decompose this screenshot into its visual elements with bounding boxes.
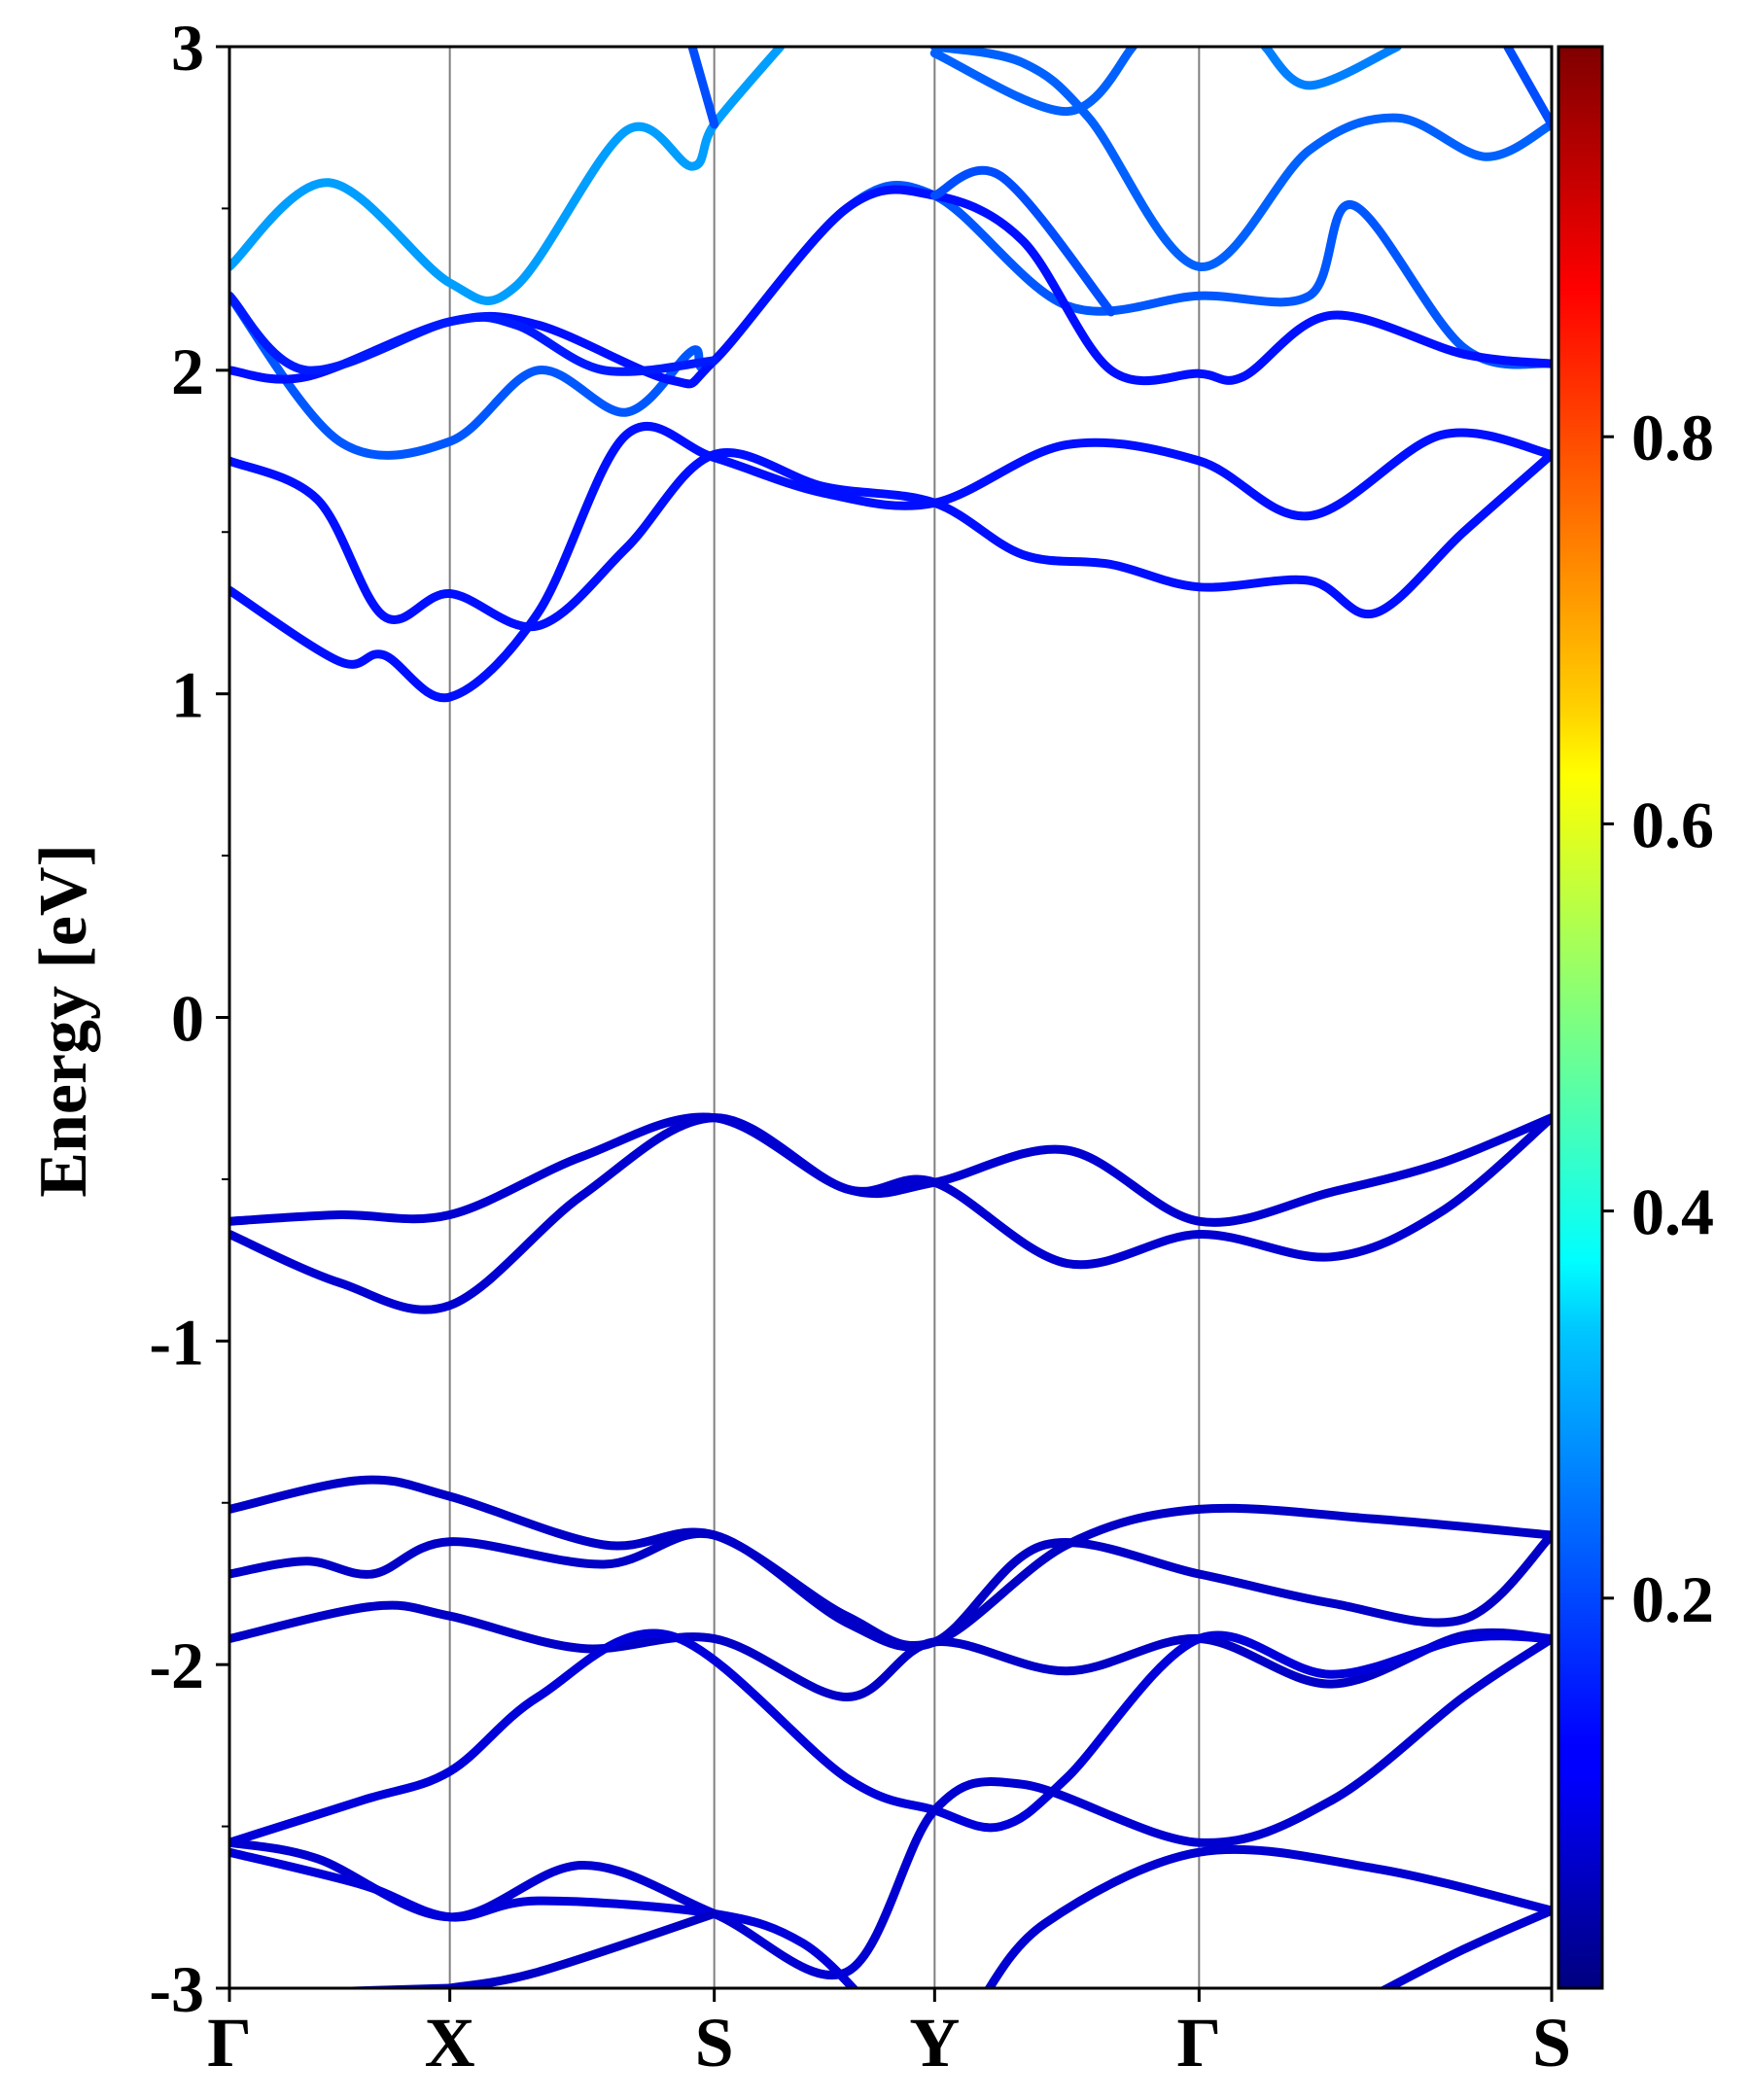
x-tick-label: Γ bbox=[207, 2004, 252, 2082]
colorbar-tick-label: 0.8 bbox=[1631, 401, 1714, 474]
band-line bbox=[229, 1475, 1552, 1651]
colorbar bbox=[1557, 45, 1604, 1990]
band-line bbox=[229, 1112, 1552, 1227]
y-tick-label: -3 bbox=[149, 1952, 204, 2026]
y-tick-label: -2 bbox=[149, 1628, 204, 1702]
band-line bbox=[229, 1847, 859, 1988]
band-line bbox=[229, 1628, 1552, 1847]
band-lines bbox=[229, 47, 1552, 1988]
band-line bbox=[1378, 1906, 1552, 1988]
band-line bbox=[229, 185, 1552, 389]
x-tick-label: S bbox=[1532, 2004, 1571, 2082]
band-line bbox=[229, 1113, 1552, 1314]
band-line bbox=[229, 448, 1552, 632]
band-line bbox=[687, 47, 719, 129]
band-line bbox=[1260, 47, 1402, 90]
y-tick-label: 3 bbox=[171, 11, 204, 85]
y-tick-label: 2 bbox=[171, 334, 204, 408]
plot-frame bbox=[228, 45, 1554, 1990]
y-tick-label: 1 bbox=[171, 658, 204, 732]
x-tick-label: S bbox=[695, 2004, 734, 2082]
band-line bbox=[929, 47, 1138, 117]
band-line bbox=[229, 1528, 1552, 1652]
band-line bbox=[1503, 47, 1552, 129]
x-tick-label: Γ bbox=[1176, 2004, 1221, 2082]
band-line bbox=[984, 1844, 1552, 1988]
band-line bbox=[229, 1600, 1552, 1702]
y-tick-label: 0 bbox=[171, 982, 204, 1056]
colorbar-tick-label: 0.2 bbox=[1631, 1562, 1714, 1636]
band-line bbox=[229, 47, 786, 305]
band-line bbox=[229, 1634, 1552, 1980]
colorbar-tick-label: 0.4 bbox=[1631, 1175, 1714, 1249]
band-line bbox=[229, 421, 1552, 703]
x-tick-label: X bbox=[425, 2004, 475, 2082]
y-tick-label: -1 bbox=[149, 1305, 204, 1379]
band-line bbox=[445, 1908, 719, 1988]
band-line bbox=[929, 47, 1552, 271]
band-line bbox=[229, 291, 719, 376]
colorbar-ticks: 0.2 0.4 0.6 0.8 bbox=[1602, 401, 1714, 1636]
y-axis-ticks: 3 2 1 0 -1 -2 -3 bbox=[149, 11, 229, 2026]
x-tick-label: Y bbox=[909, 2004, 960, 2082]
band-line bbox=[929, 165, 1116, 317]
colorbar-tick-label: 0.6 bbox=[1631, 788, 1714, 861]
y-axis-label: Energy [eV] bbox=[26, 844, 101, 1198]
